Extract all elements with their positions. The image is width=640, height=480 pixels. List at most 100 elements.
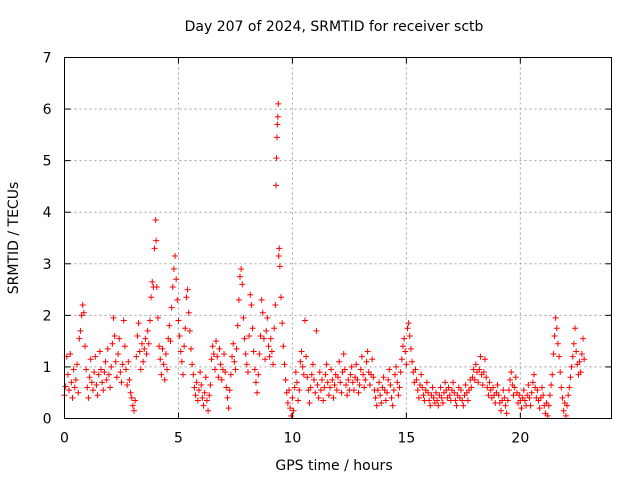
data-point [184,286,191,293]
data-point [330,394,337,401]
data-point [82,343,89,350]
data-point [338,389,345,396]
data-point [246,332,253,339]
data-point [316,369,323,376]
data-point [279,320,286,327]
data-point [191,384,198,391]
data-point [412,366,419,373]
data-point [134,332,141,339]
data-point [209,343,216,350]
data-point [516,392,523,399]
data-point [355,389,362,396]
data-point [566,384,573,391]
data-point [494,381,501,388]
data-point [362,376,369,383]
data-point [175,317,182,324]
data-point [296,387,303,394]
data-point [580,335,587,342]
data-point [75,389,82,396]
data-point [376,379,383,386]
data-point [484,384,491,391]
data-point [64,371,71,378]
data-point [394,379,401,386]
data-point [526,394,533,401]
data-point [292,369,299,376]
data-point [361,384,368,391]
data-point [110,314,117,321]
data-point [131,407,138,414]
data-point [550,351,557,358]
x-tick-label: 15 [397,431,415,447]
data-point [552,314,559,321]
data-point [570,340,577,347]
data-point [124,381,131,388]
data-point [240,314,247,321]
data-point [133,353,140,360]
data-point [404,325,411,332]
data-point [374,387,381,394]
data-point [520,387,527,394]
data-point [112,358,119,365]
data-point [321,384,328,391]
data-point [230,340,237,347]
data-point [262,356,269,363]
data-point [198,381,205,388]
grid [64,57,612,419]
data-point [274,121,281,128]
data-point [435,402,442,409]
data-point [224,394,231,401]
data-point [68,379,75,386]
data-point [105,371,112,378]
data-point [116,335,123,342]
data-point [508,369,515,376]
data-point [462,381,469,388]
data-point [117,369,124,376]
data-point [577,369,584,376]
data-point [525,381,532,388]
data-point [160,361,167,368]
data-point [92,353,99,360]
data-point [258,296,265,303]
data-point [311,376,318,383]
data-point [273,134,280,141]
data-point [347,371,354,378]
data-point [274,113,281,120]
data-point [132,397,139,404]
data-point [460,402,467,409]
data-point [476,366,483,373]
data-point [126,376,133,383]
data-point [232,366,239,373]
data-point [405,320,412,327]
data-point [216,345,223,352]
data-point [354,376,361,383]
data-point [479,381,486,388]
data-point [195,387,202,394]
data-point [446,392,453,399]
data-point [401,335,408,342]
y-tick-label: 2 [43,308,52,324]
data-point [415,394,422,401]
data-point [113,374,120,381]
data-point [215,374,222,381]
data-point [252,379,259,386]
x-axis: 0 5 10 15 20 [60,57,529,447]
x-tick-label: 10 [284,431,302,447]
data-point [260,335,267,342]
data-point [433,389,440,396]
data-point [222,369,229,376]
data-point [327,384,334,391]
data-point [62,383,69,390]
data-point [273,155,280,162]
data-point [80,309,87,316]
data-point [390,387,397,394]
y-tick-label: 7 [43,51,52,67]
data-point [272,302,279,309]
data-point [71,384,78,391]
data-point [475,379,482,386]
data-point [353,361,360,368]
data-point [485,392,492,399]
data-point [504,397,511,404]
data-point [157,356,164,363]
data-point [323,361,330,368]
